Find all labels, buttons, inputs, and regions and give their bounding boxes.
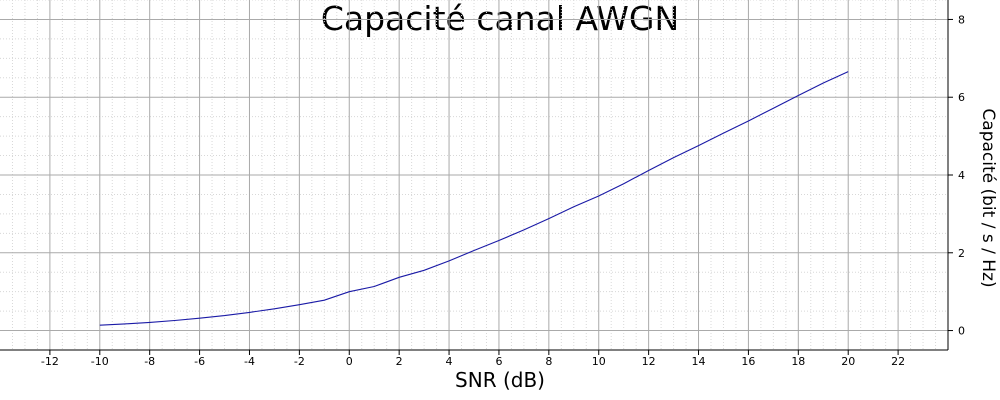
x-tick-label: 20 [841,355,855,368]
x-tick-label: 18 [791,355,805,368]
x-axis-label: SNR (dB) [455,368,545,392]
y-tick-label: 4 [958,169,965,182]
x-tick-label: 10 [592,355,606,368]
y-tick-label: 6 [958,91,965,104]
x-tick-label: 12 [642,355,656,368]
x-tick-label: 2 [396,355,403,368]
x-tick-label: 4 [446,355,453,368]
y-axis-label: Capacité (bit / s / Hz) [978,108,998,288]
x-tick-label: 6 [495,355,502,368]
y-tick-label: 0 [958,325,965,338]
y-tick-label: 2 [958,247,965,260]
x-tick-label: 16 [741,355,755,368]
x-tick-label: 14 [692,355,706,368]
y-tick-label: 8 [958,13,965,26]
x-tick-label: -4 [244,355,255,368]
x-tick-label: -10 [91,355,109,368]
x-tick-label: -6 [194,355,205,368]
x-tick-label: -8 [144,355,155,368]
x-tick-label: -2 [294,355,305,368]
x-tick-label: 0 [346,355,353,368]
x-tick-label: 8 [545,355,552,368]
x-tick-label: 22 [891,355,905,368]
capacity-curve [99,71,849,326]
x-tick-label: -12 [41,355,59,368]
chart-title: Capacité canal AWGN [320,0,680,38]
